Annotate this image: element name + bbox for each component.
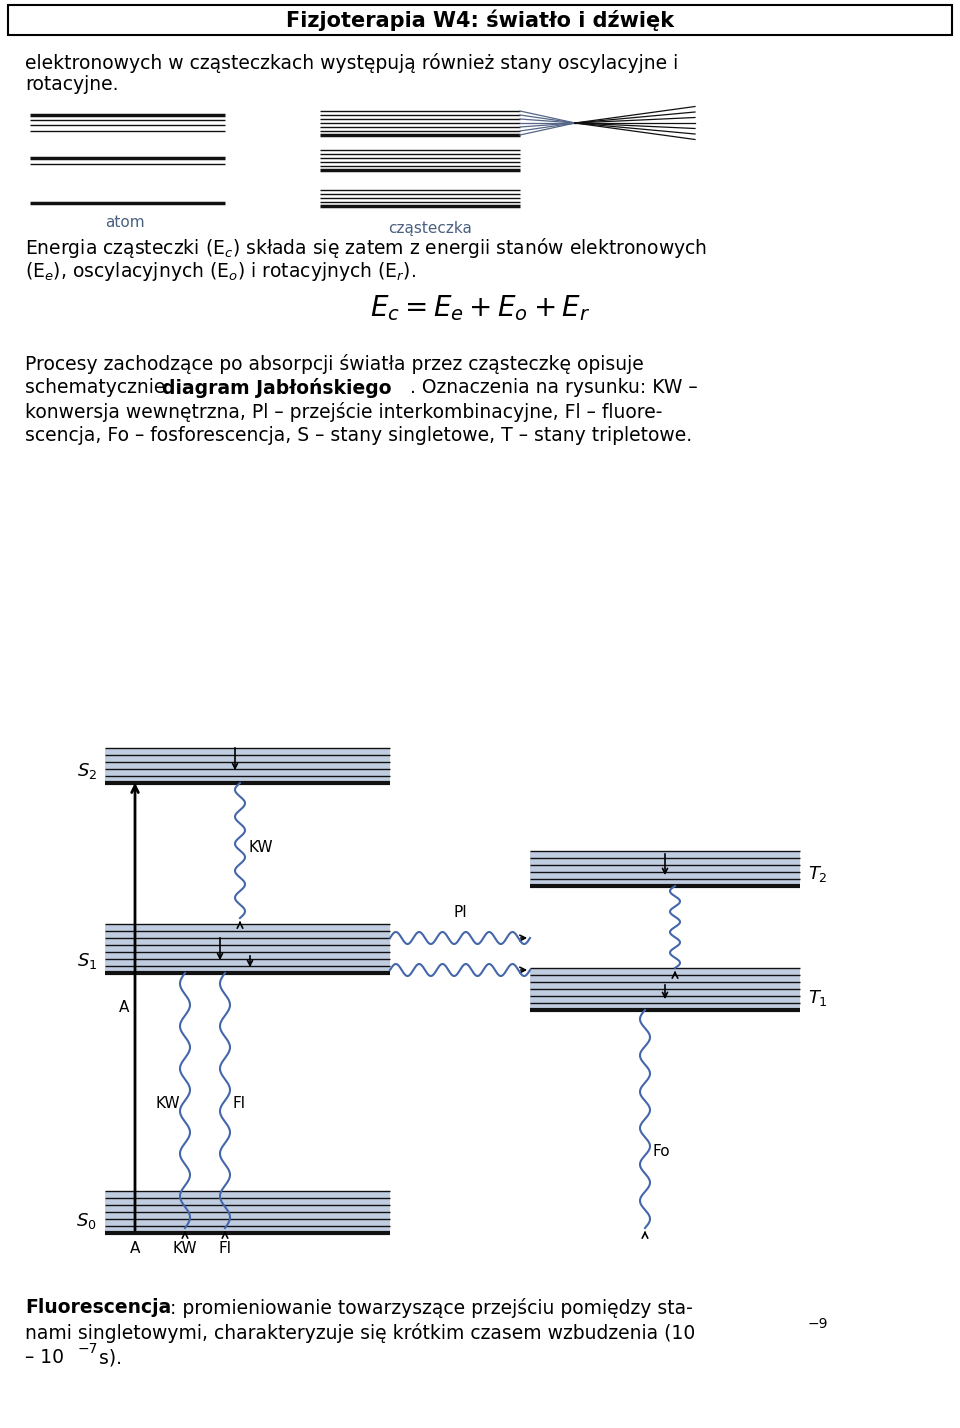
Text: KW: KW xyxy=(156,1095,180,1111)
Text: Fl: Fl xyxy=(233,1095,246,1111)
Text: Fluorescencja: Fluorescencja xyxy=(25,1298,171,1317)
Text: $T_1$: $T_1$ xyxy=(808,988,828,1008)
Text: cząsteczka: cząsteczka xyxy=(388,221,472,236)
Bar xyxy=(105,748,390,783)
Text: (E$_e$), oscylacyjnych (E$_o$) i rotacyjnych (E$_r$).: (E$_e$), oscylacyjnych (E$_o$) i rotacyj… xyxy=(25,260,416,283)
Text: $S_0$: $S_0$ xyxy=(77,1211,97,1231)
Text: $E_c = E_e + E_o + E_r$: $E_c = E_e + E_o + E_r$ xyxy=(370,293,590,323)
Bar xyxy=(105,924,390,972)
Bar xyxy=(530,851,800,885)
Text: schematycznie: schematycznie xyxy=(25,378,172,397)
Text: scencja, Fo – fosforescencja, S – stany singletowe, T – stany tripletowe.: scencja, Fo – fosforescencja, S – stany … xyxy=(25,426,692,446)
Text: Procesy zachodzące po absorpcji światła przez cząsteczkę opisuje: Procesy zachodzące po absorpcji światła … xyxy=(25,354,644,374)
Text: diagram Jabłońskiego: diagram Jabłońskiego xyxy=(162,378,392,398)
Bar xyxy=(530,968,800,1010)
Text: PI: PI xyxy=(453,905,467,920)
Text: Fizjoterapia W4: światło i dźwięk: Fizjoterapia W4: światło i dźwięk xyxy=(286,9,674,31)
Text: $S_2$: $S_2$ xyxy=(77,761,97,781)
Text: KW: KW xyxy=(248,841,273,855)
Text: Fl: Fl xyxy=(219,1241,231,1257)
Text: −7: −7 xyxy=(78,1342,98,1357)
Text: $S_1$: $S_1$ xyxy=(77,951,97,971)
Text: A: A xyxy=(130,1241,140,1257)
Text: Fo: Fo xyxy=(653,1144,671,1160)
Text: A: A xyxy=(119,1001,129,1015)
Text: Energia cząsteczki (E$_c$) składa się zatem z energii stanów elektronowych: Energia cząsteczki (E$_c$) składa się za… xyxy=(25,236,708,260)
Bar xyxy=(8,6,952,36)
Text: rotacyjne.: rotacyjne. xyxy=(25,76,118,94)
Text: : promieniowanie towarzyszące przejściu pomiędzy sta-: : promieniowanie towarzyszące przejściu … xyxy=(170,1298,693,1318)
Text: . Oznaczenia na rysunku: KW –: . Oznaczenia na rysunku: KW – xyxy=(410,378,698,397)
Bar xyxy=(105,1191,390,1232)
Text: atom: atom xyxy=(106,216,145,230)
Text: −9: −9 xyxy=(808,1317,828,1331)
Text: nami singletowymi, charakteryzuje się krótkim czasem wzbudzenia (10: nami singletowymi, charakteryzuje się kr… xyxy=(25,1322,695,1342)
Text: KW: KW xyxy=(173,1241,198,1257)
Text: konwersja wewnętrzna, Pl – przejście interkombinacyjne, Fl – fluore-: konwersja wewnętrzna, Pl – przejście int… xyxy=(25,403,662,423)
Text: – 10: – 10 xyxy=(25,1348,64,1367)
Text: $T_2$: $T_2$ xyxy=(808,864,828,884)
Text: elektronowych w cząsteczkach występują również stany oscylacyjne i: elektronowych w cząsteczkach występują r… xyxy=(25,53,679,73)
Text: s).: s). xyxy=(93,1348,122,1367)
